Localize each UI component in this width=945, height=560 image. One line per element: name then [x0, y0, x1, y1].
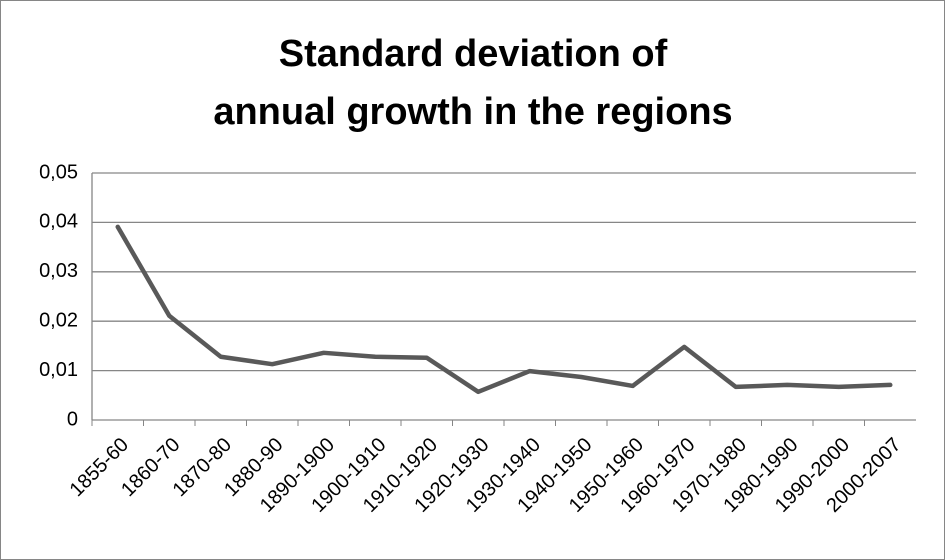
y-tick-label: 0,01	[39, 359, 78, 381]
y-tick-label: 0,05	[39, 161, 78, 183]
data-line	[115, 224, 893, 395]
chart-title: annual growth in the regions	[213, 91, 732, 133]
y-tick-label: 0,02	[39, 309, 78, 331]
y-tick-label: 0,04	[39, 211, 78, 233]
y-tick-label: 0,03	[39, 260, 78, 282]
chart-title: Standard deviation of	[279, 33, 668, 75]
y-tick-label: 0	[67, 408, 78, 430]
